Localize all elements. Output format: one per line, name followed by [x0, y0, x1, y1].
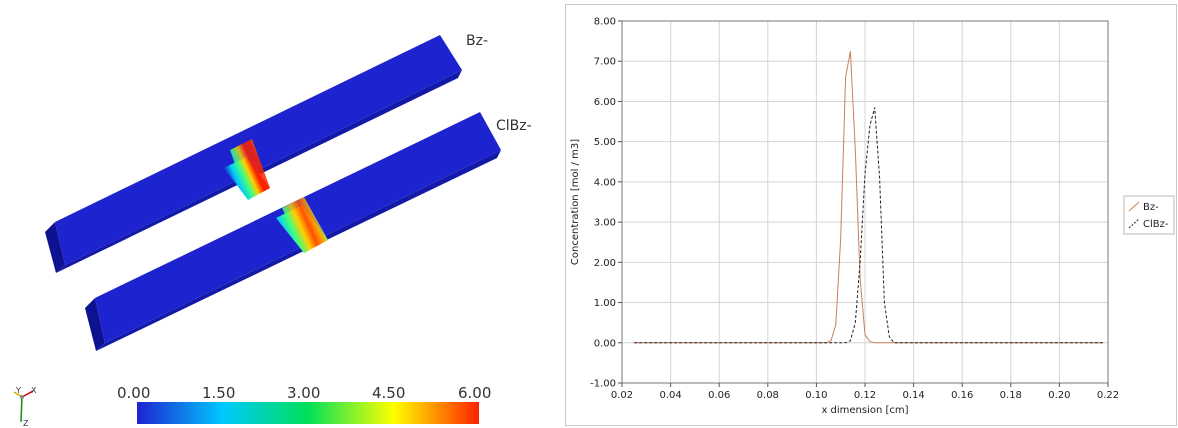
bar-label-bz: Bz- [466, 33, 488, 49]
bar-bz [45, 35, 462, 273]
legend-swatch-1 [1128, 218, 1140, 229]
legend: Bz- ClBz- [1123, 195, 1175, 235]
legend-box [1123, 195, 1175, 235]
x-tick-label: 0.18 [1000, 390, 1022, 401]
x-tick-label: 0.12 [854, 390, 876, 401]
grid [621, 20, 1109, 384]
y-axis-title: Concentration [mol / m3] [570, 139, 581, 265]
bar-label-clbz: ClBz- [496, 118, 532, 134]
x-tick-label: 0.20 [1048, 390, 1070, 401]
y-tick-label: 6.00 [594, 97, 616, 108]
axis-letter-z: Z [23, 419, 29, 428]
line-plot-panel: 0.02 0.04 0.06 0.08 0.10 0.12 0.14 0.16 0.18 0.20… [565, 4, 1177, 426]
y-tick-label: 5.00 [594, 137, 616, 148]
x-tick-label: 0.04 [659, 390, 681, 401]
y-tick-label: -1.00 [590, 379, 616, 390]
y-tick-label: 8.00 [594, 17, 616, 28]
bar-bz-top [55, 35, 462, 265]
x-axis-title: x dimension [cm] [821, 405, 908, 416]
color-bar-tick-4: 6.00 [458, 384, 491, 402]
bar-clbz-heat-band-top [282, 197, 328, 253]
y-tick-label: 2.00 [594, 258, 616, 269]
color-bar-tick-0: 0.00 [117, 384, 150, 402]
bar-clbz-side [85, 298, 105, 351]
color-bar-tick-2: 3.00 [287, 384, 320, 402]
tick-labels: 0.02 0.04 0.06 0.08 0.10 0.12 0.14 0.16 0.18 0.20… [590, 17, 1119, 402]
y-tick-label: 4.00 [594, 177, 616, 188]
bar-bz-side [45, 222, 65, 273]
y-tick-label: 7.00 [594, 57, 616, 68]
color-bar-tick-1: 1.50 [202, 384, 235, 402]
line-plot: 0.02 0.04 0.06 0.08 0.10 0.12 0.14 0.16 0.18 0.20… [570, 17, 1175, 416]
render-scene: Bz- ClBz- Y X Z 0.00 1.50 3.00 4.50 6.00 [13, 33, 532, 428]
axis-letter-y: Y [15, 386, 21, 395]
series-line-0 [634, 51, 1104, 344]
x-tick-label: 0.08 [757, 390, 779, 401]
legend-swatch-0 [1128, 201, 1140, 212]
bar-clbz [85, 112, 501, 351]
orientation-axes: Y X Z [13, 386, 37, 428]
x-tick-label: 0.14 [902, 390, 924, 401]
bar-clbz-bottom [96, 150, 501, 351]
x-tick-label: 0.22 [1097, 390, 1119, 401]
legend-label-0: Bz- [1143, 202, 1159, 213]
axis-letter-x: X [31, 386, 37, 395]
y-tick-label: 0.00 [594, 338, 616, 349]
bar-bz-heat-band-top [230, 139, 270, 200]
color-bar-tick-3: 4.50 [372, 384, 405, 402]
color-bar: 0.00 1.50 3.00 4.50 6.00 [117, 384, 491, 424]
y-tick-label: 1.00 [594, 298, 616, 309]
color-bar-gradient [137, 402, 479, 424]
y-tick-label: 3.00 [594, 218, 616, 229]
series-line-1 [634, 107, 1104, 344]
x-tick-label: 0.06 [708, 390, 730, 401]
series-lines [634, 51, 1104, 344]
x-tick-label: 0.16 [951, 390, 973, 401]
legend-label-1: ClBz- [1143, 219, 1169, 230]
x-tick-label: 0.02 [611, 390, 633, 401]
x-tick-label: 0.10 [805, 390, 827, 401]
